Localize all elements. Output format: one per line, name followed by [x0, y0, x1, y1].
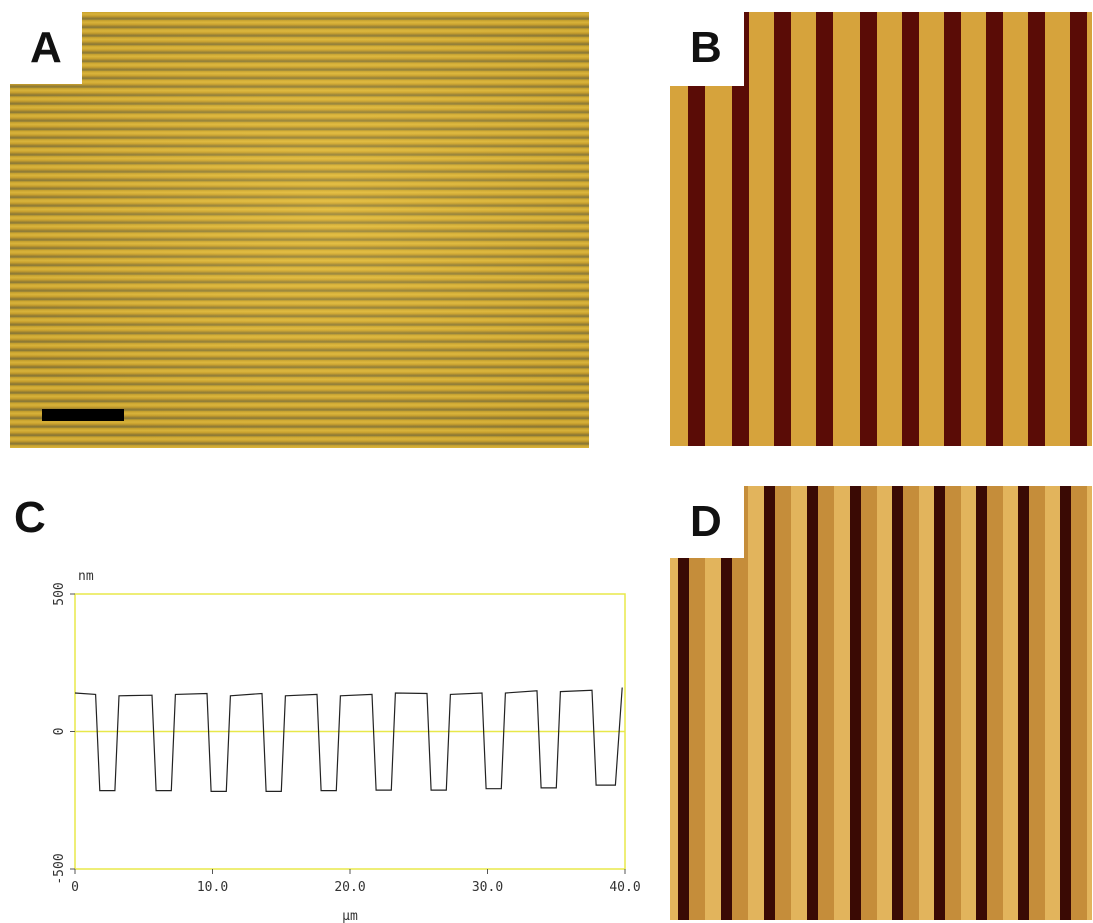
panel-c-height-profile-chart: nm µm 0 10.0 20.0 30.0 40.0 500 0 -500: [52, 569, 641, 923]
y-tick-label: 0: [52, 728, 67, 736]
height-profile-series: [74, 687, 623, 792]
dark-stripe: [678, 486, 689, 920]
dark-stripe: [976, 486, 987, 920]
dark-stripe: [721, 486, 732, 920]
mid-stripe: [1071, 486, 1087, 920]
mid-stripe: [775, 486, 791, 920]
panel-label-c: C: [14, 493, 46, 542]
dark-stripe: [902, 12, 919, 446]
mid-stripe: [818, 486, 834, 920]
x-axis-unit-label: µm: [342, 909, 358, 923]
panel-label-a: A: [10, 12, 82, 84]
dark-stripe: [816, 12, 833, 446]
dark-stripe: [944, 12, 961, 446]
panel-label-b: B: [670, 12, 744, 86]
panel-b-afm-image: [670, 12, 1092, 446]
dark-stripe: [986, 12, 1003, 446]
mid-stripe: [945, 486, 961, 920]
dark-stripe: [688, 12, 705, 446]
x-tick-label: 30.0: [472, 880, 503, 895]
x-tick-label: 0: [71, 880, 79, 895]
panel-b-stripes: [688, 12, 1087, 446]
panel-d-stripes: [678, 486, 1087, 920]
dark-stripe: [1018, 486, 1029, 920]
panel-a-optical-image: [10, 12, 589, 448]
dark-stripe: [934, 486, 945, 920]
dark-stripe: [860, 12, 877, 446]
x-tick-label: 10.0: [197, 880, 228, 895]
mid-stripe: [1029, 486, 1045, 920]
dark-stripe: [807, 486, 818, 920]
dark-stripe: [1028, 12, 1045, 446]
y-tick-label: -500: [52, 853, 67, 884]
mid-stripe: [903, 486, 919, 920]
panel-label-d: D: [670, 486, 744, 558]
y-tick-labels: 500 0 -500: [52, 582, 75, 885]
dark-stripe: [1070, 12, 1087, 446]
mid-stripe: [987, 486, 1003, 920]
y-axis-unit-label: nm: [78, 569, 94, 584]
dark-stripe: [764, 486, 775, 920]
dark-stripe: [850, 486, 861, 920]
y-tick-label: 500: [52, 582, 67, 605]
dark-stripe: [892, 486, 903, 920]
x-tick-labels: 0 10.0 20.0 30.0 40.0: [71, 869, 641, 895]
dark-stripe: [1060, 486, 1071, 920]
panel-d-afm-image: [670, 486, 1092, 920]
dark-stripe: [732, 12, 749, 446]
x-tick-label: 40.0: [609, 880, 640, 895]
panel-a-shading: [10, 12, 589, 448]
mid-stripe: [861, 486, 877, 920]
x-tick-label: 20.0: [334, 880, 365, 895]
mid-stripe: [732, 486, 748, 920]
scale-bar: [42, 409, 124, 421]
mid-stripe: [689, 486, 705, 920]
dark-stripe: [774, 12, 791, 446]
